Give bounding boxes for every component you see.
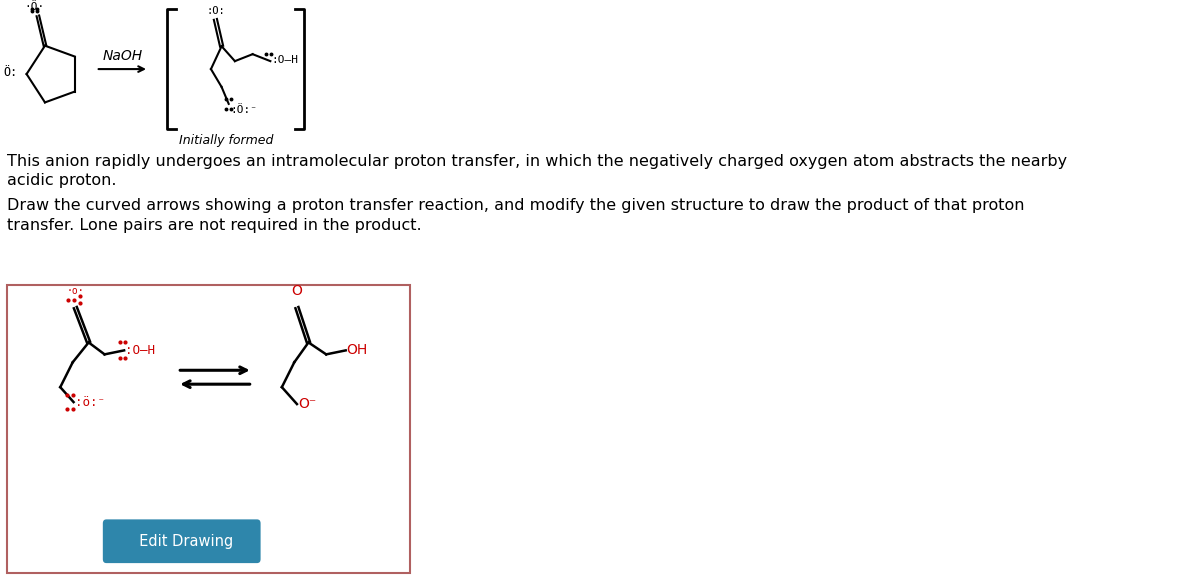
Text: :ö:⁻: :ö:⁻: [76, 396, 106, 408]
Text: Initially formed: Initially formed: [179, 134, 274, 146]
Text: This anion rapidly undergoes an intramolecular proton transfer, in which the neg: This anion rapidly undergoes an intramol…: [7, 153, 1067, 168]
Text: ·o·: ·o·: [66, 286, 84, 296]
Text: O: O: [292, 284, 302, 297]
Text: Ö:: Ö:: [4, 66, 18, 78]
Text: :O:: :O:: [206, 6, 224, 16]
Text: NaOH: NaOH: [102, 49, 143, 63]
Text: Edit Drawing: Edit Drawing: [130, 534, 233, 548]
FancyBboxPatch shape: [103, 519, 260, 563]
Text: :Ö:⁻: :Ö:⁻: [230, 105, 258, 115]
Text: transfer. Lone pairs are not required in the product.: transfer. Lone pairs are not required in…: [7, 218, 421, 233]
Text: :O—H: :O—H: [125, 344, 155, 357]
Text: acidic proton.: acidic proton.: [7, 174, 116, 188]
Text: ·Ö·: ·Ö·: [24, 2, 44, 12]
Text: O⁻: O⁻: [299, 397, 317, 411]
Text: :O—H: :O—H: [271, 55, 299, 65]
Bar: [7, 285, 410, 573]
Text: Draw the curved arrows showing a proton transfer reaction, and modify the given : Draw the curved arrows showing a proton …: [7, 198, 1025, 213]
Text: OH: OH: [347, 343, 368, 357]
